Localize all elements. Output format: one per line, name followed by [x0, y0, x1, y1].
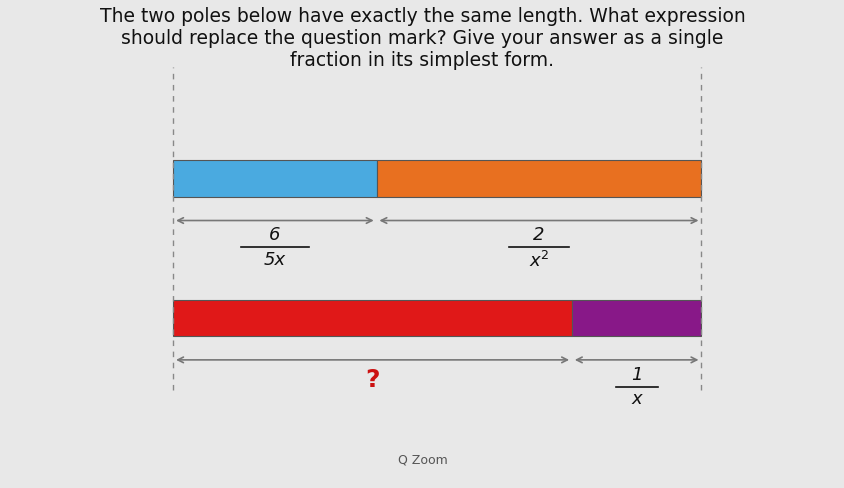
Text: 2: 2: [533, 226, 544, 244]
Text: Q Zoom: Q Zoom: [398, 453, 446, 466]
Bar: [571, 300, 701, 337]
Text: ?: ?: [365, 367, 380, 391]
Text: $x^2$: $x^2$: [528, 250, 549, 270]
Text: 6: 6: [269, 226, 280, 244]
Bar: [173, 161, 376, 198]
Text: x: x: [630, 389, 641, 407]
Text: 5x: 5x: [263, 250, 285, 268]
Text: The two poles below have exactly the same length. What expression: The two poles below have exactly the sam…: [100, 7, 744, 26]
Text: should replace the question mark? Give your answer as a single: should replace the question mark? Give y…: [122, 29, 722, 48]
Text: fraction in its simplest form.: fraction in its simplest form.: [290, 51, 554, 70]
Text: 1: 1: [630, 365, 641, 383]
Bar: [376, 161, 701, 198]
Bar: [173, 300, 571, 337]
